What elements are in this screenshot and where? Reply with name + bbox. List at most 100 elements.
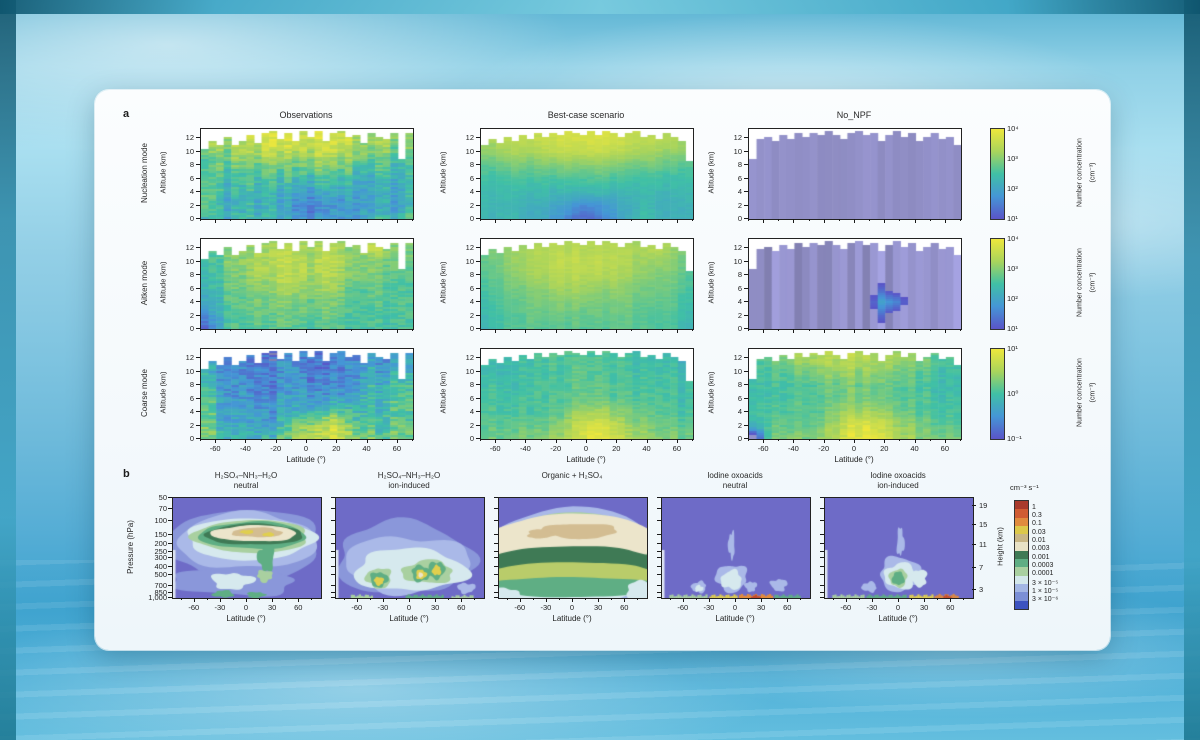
pressure-tick (331, 585, 335, 587)
x-tick-label: -60 (840, 603, 852, 612)
x-axis-tick (366, 219, 368, 223)
y-axis-tick (196, 204, 200, 206)
x-axis-tick (206, 598, 208, 600)
rate-colorbar-label: 0.1 (1032, 520, 1042, 528)
pressure-tick (820, 497, 824, 498)
x-axis-tick (180, 598, 182, 600)
altitude-axis-label: Altitude (km) (706, 261, 716, 304)
y-tick-label: 6 (469, 393, 474, 403)
x-axis-tick (586, 219, 587, 223)
x-tick-label: 0 (303, 444, 309, 453)
x-axis-tick (260, 329, 262, 331)
pressure-tick (820, 591, 824, 593)
wallpaper-right-edge (1184, 0, 1200, 740)
x-axis-tick (495, 439, 497, 443)
heatmap-canvas (201, 349, 413, 439)
panel-b-label: b (123, 468, 130, 480)
contour-plot-2 (335, 497, 485, 599)
x-tick-label: -60 (757, 444, 769, 453)
x-tick-label: -60 (209, 444, 221, 453)
contour-canvas (173, 498, 321, 598)
x-axis-tick (800, 598, 802, 600)
x-axis-tick (275, 329, 277, 333)
y-tick-label: 0 (737, 324, 742, 333)
x-axis-tick (230, 329, 232, 331)
x-tick-label: 40 (362, 444, 371, 453)
x-axis-tick (944, 219, 946, 223)
x-tick-label: -40 (788, 444, 799, 453)
pressure-tick (331, 508, 335, 510)
x-axis-tick (510, 329, 512, 331)
latitude-axis-label: Latitude (°) (878, 614, 918, 623)
y-axis-tick (196, 274, 200, 276)
contour-title-line2: ion-induced (388, 481, 430, 490)
x-axis-tick (929, 329, 931, 331)
pressure-tick (331, 597, 335, 598)
pressure-tick (820, 543, 824, 545)
rate-colorbar-segment (1015, 542, 1028, 551)
rate-colorbar-label: 1 × 10⁻⁵ (1032, 587, 1059, 595)
height-axis-label: Height (km) (995, 527, 1005, 566)
x-axis-tick (480, 219, 481, 221)
colorbar-tick-label: 10¹ (1007, 324, 1018, 333)
y-tick-label: 8 (189, 160, 194, 170)
wallpaper-left-edge (0, 0, 16, 740)
pressure-tick (331, 497, 335, 498)
height-tick (972, 566, 976, 568)
pressure-tick (657, 556, 661, 558)
x-axis-tick (960, 219, 961, 221)
x-axis-tick (735, 598, 736, 602)
y-tick-label: 8 (469, 160, 474, 170)
colorbar-tick-label: 10² (1007, 294, 1018, 303)
x-axis-tick (246, 598, 247, 602)
y-tick-label: 8 (189, 270, 194, 280)
latitude-axis-label: Latitude (°) (715, 614, 755, 623)
y-axis-tick (476, 177, 480, 179)
x-axis-tick (899, 329, 901, 331)
x-axis-tick (200, 219, 201, 221)
x-tick-label: -20 (270, 444, 282, 453)
rate-colorbar-segment (1015, 600, 1028, 609)
x-axis-tick (435, 598, 437, 602)
rate-colorbar-segment (1015, 534, 1028, 543)
height-tick-label: 19 (979, 501, 988, 510)
x-axis-tick (637, 598, 639, 600)
x-axis-tick (944, 329, 946, 333)
x-tick-label: 40 (910, 444, 919, 453)
pressure-tick (331, 566, 335, 568)
x-axis-tick (232, 598, 234, 600)
x-axis-tick (570, 439, 572, 441)
y-axis-tick (744, 438, 748, 439)
x-axis-tick (480, 329, 481, 331)
x-tick-label: 30 (919, 603, 929, 612)
x-axis-tick (555, 329, 557, 333)
height-tick (972, 524, 976, 525)
x-axis-tick (944, 439, 946, 443)
x-axis-tick (215, 219, 217, 223)
contour-canvas (499, 498, 647, 598)
heatmap-plot-observations-coarse (200, 348, 414, 440)
x-axis-tick (555, 439, 557, 443)
y-tick-label: 0 (737, 434, 742, 443)
x-axis-tick (793, 219, 795, 223)
x-axis-tick (366, 329, 368, 333)
x-axis-tick (598, 598, 600, 602)
altitude-axis-label: Altitude (km) (706, 371, 716, 414)
contour-plot-4 (661, 497, 811, 599)
x-axis-tick (763, 439, 765, 443)
x-axis-tick (692, 219, 693, 221)
y-tick-label: 2 (469, 420, 474, 430)
y-axis-tick (744, 328, 748, 329)
x-axis-tick (845, 598, 847, 602)
rate-colorbar-segment (1015, 592, 1028, 601)
heatmap-plot-no-npf-nucleation (748, 128, 962, 220)
y-tick-label: 6 (189, 393, 194, 403)
y-tick-label: 8 (737, 380, 742, 390)
rate-colorbar-label: 0.3 (1032, 512, 1042, 520)
height-tick (972, 544, 976, 545)
y-axis-tick (744, 137, 748, 139)
x-axis-tick (306, 439, 307, 443)
rate-colorbar-segment (1015, 517, 1028, 526)
heatmap-plot-no-npf-aitken (748, 238, 962, 330)
x-tick-label: -30 (377, 603, 389, 612)
